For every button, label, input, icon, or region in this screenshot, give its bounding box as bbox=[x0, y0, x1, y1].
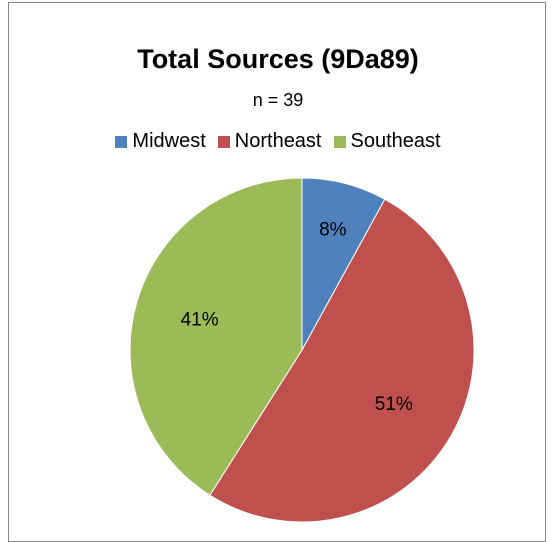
chart-subtitle: n = 39 bbox=[252, 90, 304, 110]
chart-title: Total Sources (9Da89) bbox=[137, 44, 419, 74]
legend-item-midwest: Midwest bbox=[115, 130, 206, 153]
legend-item-northeast: Northeast bbox=[217, 130, 322, 153]
legend-swatch-midwest bbox=[115, 135, 128, 148]
legend-swatch-northeast bbox=[217, 135, 230, 148]
legend-label-midwest: Midwest bbox=[132, 130, 206, 152]
pie-slice-southeast bbox=[129, 177, 303, 496]
slice-label-southeast: 41% bbox=[181, 310, 219, 331]
slice-label-midwest: 8% bbox=[319, 220, 347, 241]
slice-label-northeast: 51% bbox=[375, 394, 413, 415]
legend-label-southeast: Southeast bbox=[350, 130, 441, 152]
legend-label-northeast: Northeast bbox=[234, 130, 322, 152]
legend-item-southeast: Southeast bbox=[333, 130, 441, 153]
pie-slice-northeast bbox=[209, 198, 475, 523]
chart-legend: Midwest Northeast Southeast bbox=[0, 130, 556, 153]
legend-swatch-southeast bbox=[333, 135, 346, 148]
